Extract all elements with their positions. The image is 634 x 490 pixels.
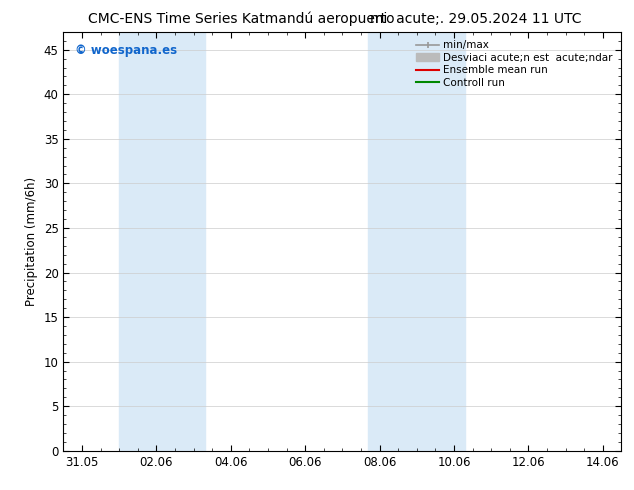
Bar	[368, 32, 465, 451]
Legend: min/max, Desviaci acute;n est  acute;ndar, Ensemble mean run, Controll run: min/max, Desviaci acute;n est acute;ndar…	[413, 37, 616, 91]
Text: CMC-ENS Time Series Katmandú aeropuerto: CMC-ENS Time Series Katmandú aeropuerto	[87, 12, 394, 26]
Y-axis label: Precipitation (mm/6h): Precipitation (mm/6h)	[25, 177, 38, 306]
Text: mi  acute;. 29.05.2024 11 UTC: mi acute;. 29.05.2024 11 UTC	[370, 12, 581, 26]
Text: © woespana.es: © woespana.es	[75, 45, 177, 57]
Bar	[119, 32, 205, 451]
